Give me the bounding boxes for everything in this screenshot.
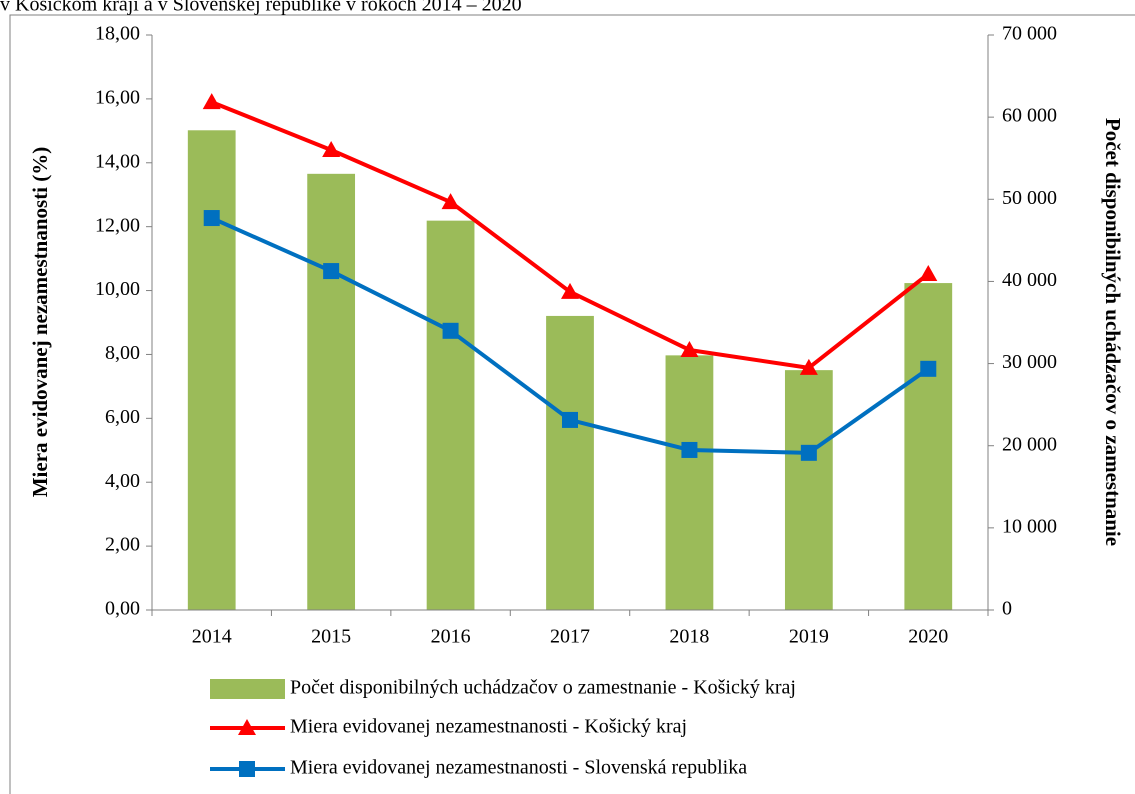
bar	[426, 220, 475, 610]
legend-marker	[238, 719, 256, 735]
point	[202, 93, 221, 110]
bar	[307, 173, 356, 611]
y-tick-label: 16,00	[95, 86, 140, 108]
y-tick-label: 10,00	[95, 278, 140, 300]
legend-marker	[239, 761, 255, 777]
y-tick-label: 14,00	[95, 150, 140, 172]
y2-tick-label: 30 000	[1002, 351, 1057, 373]
point	[323, 263, 340, 280]
x-tick-label: 2014	[192, 626, 232, 648]
point	[920, 360, 937, 377]
point	[442, 322, 459, 339]
y-tick-label: 0,00	[105, 598, 140, 620]
y-tick-label: 18,00	[95, 23, 140, 45]
y2-tick-label: 0	[1002, 598, 1012, 620]
point	[799, 358, 818, 375]
point	[322, 141, 341, 157]
y2-tick-label: 60 000	[1002, 105, 1057, 127]
y-tick-label: 8,00	[105, 342, 140, 364]
legend-label: Miera evidovanej nezamestnanosti - Slove…	[290, 757, 747, 779]
point	[681, 441, 698, 458]
x-tick-label: 2018	[669, 626, 709, 648]
chart-frame	[9, 14, 1135, 794]
y2-tick-label: 10 000	[1002, 515, 1057, 537]
chart-title: v Košickom kraji a v Slovenskej republik…	[0, 0, 522, 16]
y-axis-label: Miera evidovanej nezamestnanosti (%)	[28, 147, 52, 498]
y2-tick-label: 20 000	[1002, 433, 1057, 455]
y2-tick-label: 40 000	[1002, 269, 1057, 291]
point	[203, 210, 220, 227]
y-tick-label: 2,00	[105, 534, 140, 556]
y-tick-label: 6,00	[105, 406, 140, 428]
y-tick-label: 12,00	[95, 214, 140, 236]
point	[800, 444, 817, 461]
y2-axis-label: Počet disponibilných uchádzačov o zamest…	[1101, 118, 1125, 546]
point	[441, 193, 460, 210]
bar	[187, 130, 236, 611]
point	[680, 340, 699, 357]
legend-swatch	[210, 679, 285, 699]
legend-label: Počet disponibilných uchádzačov o zamest…	[290, 677, 796, 699]
bar	[546, 315, 594, 610]
x-tick-label: 2016	[431, 626, 471, 648]
y2-tick-label: 50 000	[1002, 187, 1057, 209]
y-tick-label: 4,00	[105, 470, 140, 492]
bar	[784, 370, 833, 610]
bar	[904, 283, 953, 610]
legend-label: Miera evidovanej nezamestnanosti - Košic…	[290, 716, 687, 738]
point	[561, 282, 579, 299]
x-tick-label: 2020	[908, 626, 948, 648]
x-tick-label: 2017	[550, 626, 590, 648]
point	[919, 264, 938, 281]
x-tick-label: 2019	[789, 626, 829, 648]
y2-tick-label: 70 000	[1002, 23, 1057, 45]
bar	[665, 355, 714, 610]
point	[562, 411, 578, 428]
x-tick-label: 2015	[311, 626, 351, 648]
